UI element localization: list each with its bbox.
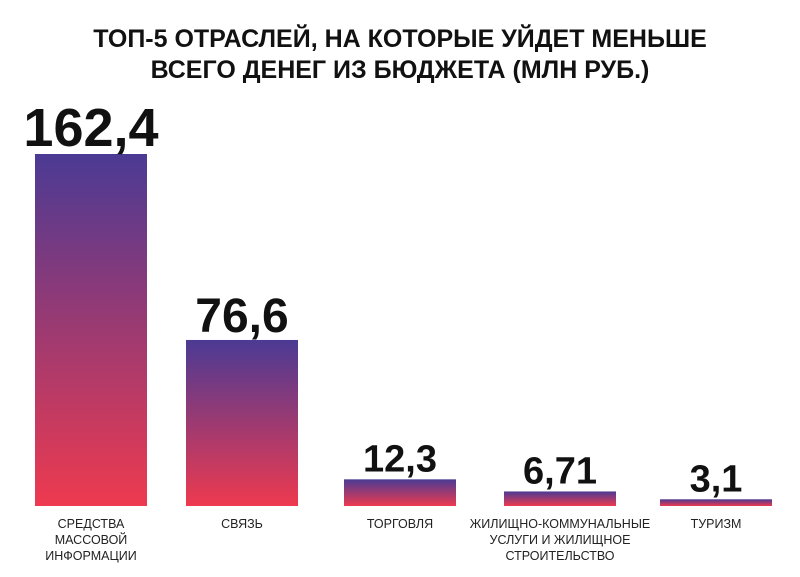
bar-2: [186, 339, 298, 506]
chart-title-line-2: ВСЕГО ДЕНЕГ ИЗ БЮДЖЕТА (МЛН РУБ.): [150, 56, 650, 84]
value-label-4: 6,71: [523, 450, 597, 492]
chart-title: ТОП-5 ОТРАСЛЕЙ, НА КОТОРЫЕ УЙДЕТ МЕНЬШЕ …: [0, 24, 800, 86]
category-labels: СРЕДСТВА МАССОВОЙ ИНФОРМАЦИИ СВЯЗЬ ТОРГОВЛЯ Ж…: [45, 517, 741, 563]
category-label-line: ТОРГОВЛЯ: [367, 517, 433, 531]
value-labels: 162,4 76,6 12,3 6,71 3,1: [23, 98, 742, 500]
category-label-line: СРЕДСТВА: [58, 517, 125, 531]
bar-1: [35, 154, 147, 506]
value-label-2: 76,6: [195, 290, 288, 343]
value-label-5: 3,1: [690, 458, 743, 500]
value-label-1: 162,4: [23, 98, 158, 158]
value-label-3: 12,3: [363, 438, 437, 480]
category-label-5: ТУРИЗМ: [691, 517, 742, 531]
category-label-line: СТРОИТЕЛЬСТВО: [505, 549, 614, 563]
category-label-4: ЖИЛИЩНО-КОММУНАЛЬНЫЕ УСЛУГИ И ЖИЛИЩНОЕ СТР…: [470, 517, 650, 563]
bar-4: [504, 491, 616, 506]
category-label-3: ТОРГОВЛЯ: [367, 517, 433, 531]
bars: [35, 154, 772, 506]
bar-3: [344, 479, 456, 506]
category-label-line: МАССОВОЙ: [55, 532, 128, 547]
category-label-line: УСЛУГИ И ЖИЛИЩНОЕ: [490, 533, 631, 547]
category-label-line: ИНФОРМАЦИИ: [45, 549, 136, 563]
category-label-1: СРЕДСТВА МАССОВОЙ ИНФОРМАЦИИ: [45, 517, 136, 563]
bar-5: [660, 499, 772, 506]
category-label-line: ТУРИЗМ: [691, 517, 742, 531]
chart-title-line-1: ТОП-5 ОТРАСЛЕЙ, НА КОТОРЫЕ УЙДЕТ МЕНЬШЕ: [93, 25, 707, 53]
category-label-line: ЖИЛИЩНО-КОММУНАЛЬНЫЕ: [470, 517, 650, 531]
category-label-2: СВЯЗЬ: [221, 517, 263, 531]
category-label-line: СВЯЗЬ: [221, 517, 263, 531]
